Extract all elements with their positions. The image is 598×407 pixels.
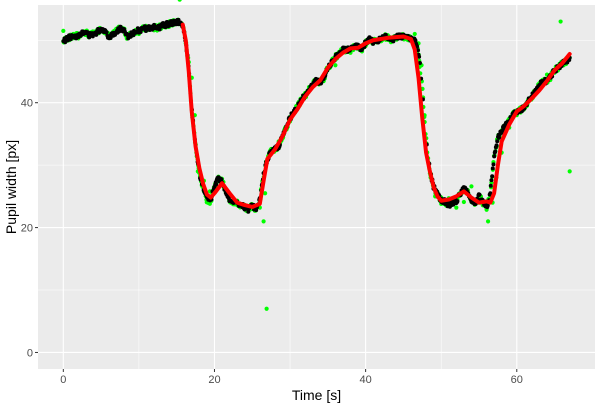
raw-point [61, 28, 66, 34]
raw-point [333, 63, 338, 68]
filtered-point [383, 32, 388, 37]
filtered-point [488, 183, 493, 188]
filtered-point [488, 191, 493, 196]
minor-grid [38, 5, 595, 369]
x-tick-label: 40 [359, 374, 371, 386]
filtered-point [108, 35, 113, 40]
filtered-point [413, 38, 418, 43]
filtered-point [477, 192, 482, 197]
major-grid [38, 5, 595, 369]
filtered-point [497, 135, 502, 140]
filtered-point [104, 30, 109, 35]
y-axis: 0 20 40 [21, 98, 38, 359]
y-tick-label: 20 [21, 223, 33, 235]
filtered-point [219, 177, 224, 182]
filtered-point [371, 41, 376, 46]
plot-panel [38, 5, 595, 369]
raw-point [485, 219, 491, 224]
x-tick-label: 60 [511, 374, 523, 386]
filtered-point [157, 27, 162, 32]
raw-point [454, 205, 459, 210]
x-tick-label: 0 [60, 374, 66, 386]
filtered-point [492, 154, 497, 159]
filtered-point [416, 48, 421, 53]
y-tick-label: 0 [27, 347, 33, 359]
fitted-line-layer [180, 22, 572, 209]
y-axis-title: Pupil width [px] [3, 140, 19, 234]
filtered-point [495, 139, 500, 144]
filtered-point [417, 54, 422, 59]
filtered-point [491, 162, 496, 167]
raw-point [567, 169, 572, 174]
raw-point [263, 191, 268, 196]
x-tick-label: 20 [208, 374, 220, 386]
raw-point [177, 0, 182, 2]
filtered-point [455, 199, 460, 204]
x-axis-title: Time [s] [292, 387, 341, 403]
filtered-point [94, 32, 99, 37]
filtered-point [214, 182, 219, 187]
filtered-point [485, 203, 490, 208]
filtered-point [415, 44, 420, 49]
filtered-point [489, 178, 494, 183]
raw-point [412, 31, 417, 37]
raw-point [261, 219, 266, 224]
filtered-point [417, 60, 422, 65]
filtered-point [494, 143, 499, 148]
fitted-line [180, 22, 572, 209]
raw-point [461, 199, 466, 205]
x-axis: 0 20 40 60 [60, 369, 523, 386]
raw-point [469, 184, 474, 189]
raw-point [558, 19, 563, 24]
filtered-point [490, 174, 495, 179]
filtered-point [138, 29, 143, 34]
filtered-point [87, 35, 92, 40]
filtered-point [490, 166, 495, 171]
filtered-point [493, 149, 498, 154]
y-tick-label: 40 [21, 98, 33, 110]
raw-point [264, 306, 269, 311]
filtered-point [246, 209, 251, 214]
